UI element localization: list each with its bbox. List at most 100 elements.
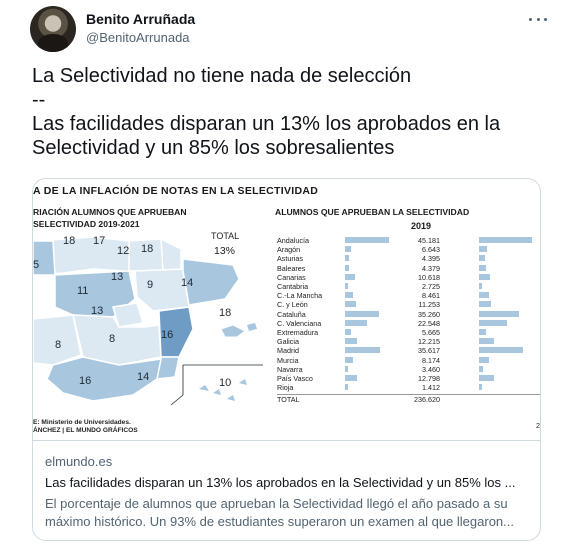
row-value-2019: 6.643 (422, 245, 440, 255)
row-region-name: Navarra (277, 364, 303, 374)
row-value-2019: 45.181 (418, 236, 440, 245)
row-bar-2021 (479, 310, 519, 317)
row-bar-2021 (479, 356, 489, 363)
table-row: C. Valenciana 22.548 (277, 319, 540, 328)
table-row: Murcia 8.174 (277, 355, 540, 365)
table-row: Andalucía 45.181 (277, 236, 540, 245)
row-region-name: TOTAL (277, 395, 300, 405)
map-label: 18 (219, 307, 232, 319)
row-bar-2021 (479, 273, 490, 280)
row-bar-2021 (479, 338, 494, 345)
table-row: Galicia 12.215 (277, 337, 540, 347)
table-row: Baleares 4.379 (277, 263, 540, 273)
graphic-source: E: Ministerio de Universidades. ÁNCHEZ |… (33, 419, 138, 434)
row-bar-2021 (479, 375, 494, 381)
row-region-name: País Vasco (277, 374, 313, 383)
card-image-infographic[interactable]: A DE LA INFLACIÓN DE NOTAS EN LA SELECTI… (33, 179, 540, 441)
row-bar-2019 (345, 246, 351, 253)
more-horizontal-icon[interactable] (526, 10, 550, 28)
row-bar-2021 (479, 329, 486, 335)
table-row: Aragón 6.643 (277, 245, 540, 255)
row-region-name: Andalucía (277, 236, 309, 245)
card-description: El porcentaje de alumnos que aprueban la… (45, 496, 514, 529)
row-bar-2019 (345, 319, 367, 326)
row-bar-2019 (345, 356, 353, 363)
table-edge-text: 2 (536, 421, 540, 430)
row-bar-2019 (345, 273, 355, 280)
author-display-name[interactable]: Benito Arruñada (86, 11, 196, 27)
map-label: 13 (111, 271, 124, 283)
row-bar-2019 (345, 384, 348, 391)
tweet-header: Benito Arruñada @BenitoArrunada (30, 6, 550, 52)
map-label: 5 (33, 259, 40, 271)
card-meta[interactable]: elmundo.es Las facilidades disparan un 1… (33, 441, 540, 540)
table-row: Rioja 1.412 (277, 383, 540, 393)
map-total-value: 13% (214, 245, 236, 257)
row-value-2019: 12.215 (418, 337, 440, 347)
map-label: 14 (181, 277, 194, 289)
row-bar-2019 (345, 283, 348, 289)
row-region-name: Baleares (277, 263, 306, 273)
row-bar-2019 (345, 310, 379, 317)
avatar[interactable] (30, 6, 76, 52)
map-label: 16 (79, 375, 92, 387)
link-card[interactable]: A DE LA INFLACIÓN DE NOTAS EN LA SELECTI… (32, 178, 541, 541)
row-value-2019: 236.620 (414, 395, 440, 405)
row-bar-2021 (479, 264, 486, 271)
card-domain: elmundo.es (45, 454, 113, 469)
map-label: 17 (93, 235, 106, 247)
row-bar-2019 (345, 338, 357, 345)
table-row: Navarra 3.460 (277, 364, 540, 374)
row-region-name: C.-La Mancha (277, 291, 323, 301)
row-value-2019: 10.618 (418, 272, 440, 282)
table-row: País Vasco 12.798 (277, 374, 540, 383)
row-region-name: Asturias (277, 254, 303, 264)
row-region-name: Rioja (277, 383, 294, 393)
map-label: 11 (77, 285, 89, 297)
row-value-2019: 3.460 (422, 364, 440, 374)
row-bar-2019 (345, 301, 356, 308)
row-value-2019: 2.725 (422, 282, 440, 291)
row-bar-2021 (479, 246, 487, 253)
map-label: 18 (63, 235, 76, 247)
table-title: ALUMNOS QUE APRUEBAN LA SELECTIVIDAD (275, 207, 470, 217)
row-region-name: Cataluña (277, 309, 306, 319)
table-row: Madrid 35.617 (277, 346, 540, 356)
table-year: 2019 (411, 221, 432, 231)
map-label: 16 (161, 329, 174, 341)
table-row: Cataluña 35.260 (277, 309, 540, 319)
table-row: Canarias 10.618 (277, 272, 540, 282)
row-bar-2021 (479, 283, 482, 289)
row-region-name: Canarias (277, 272, 306, 282)
row-bar-2021 (479, 237, 532, 243)
author-handle[interactable]: @BenitoArrunada (86, 30, 190, 45)
map-label: 13 (91, 305, 104, 317)
row-value-2019: 4.395 (422, 254, 440, 264)
spain-map (33, 236, 263, 406)
map-title: RIACIÓN ALUMNOS QUE APRUEBAN SELECTIVIDA… (33, 207, 187, 229)
map-label: 14 (137, 371, 150, 383)
row-region-name: Cantabria (277, 282, 309, 291)
row-value-2019: 35.617 (418, 346, 440, 356)
map-total-label: TOTAL (211, 231, 240, 241)
row-value-2019: 8.174 (422, 355, 440, 365)
row-bar-2019 (345, 365, 348, 372)
table-row: TOTAL 236.620 (277, 394, 540, 405)
row-bar-2019 (345, 292, 353, 299)
row-value-2019: 5.665 (422, 328, 440, 337)
table-row: Asturias 4.395 (277, 254, 540, 264)
row-value-2019: 35.260 (418, 309, 440, 319)
row-region-name: Murcia (277, 355, 299, 365)
map-label: 8 (55, 339, 62, 351)
map-label: 12 (117, 245, 130, 257)
map-label: 10 (219, 377, 232, 389)
table-row: Cantabria 2.725 (277, 282, 540, 291)
row-bar-2021 (479, 255, 485, 262)
map-label: 8 (109, 333, 116, 345)
row-bar-2021 (479, 301, 491, 308)
row-value-2019: 11.253 (418, 300, 440, 310)
row-region-name: Galicia (277, 337, 299, 347)
row-value-2019: 8.461 (422, 291, 440, 301)
map-label: 18 (141, 243, 154, 255)
row-bar-2019 (345, 255, 349, 262)
